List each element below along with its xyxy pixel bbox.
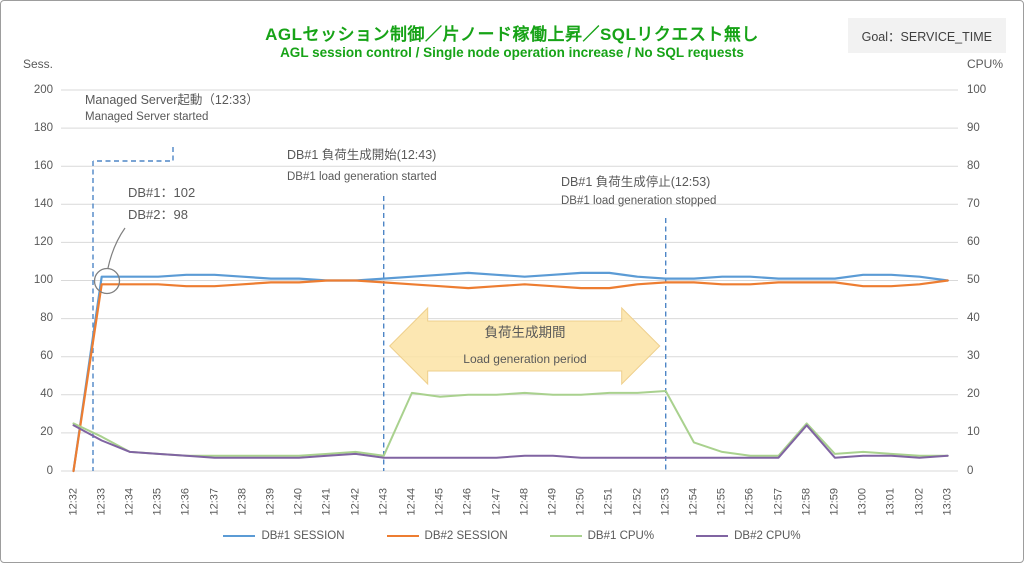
x-axis-tick: 12:52 (631, 487, 643, 516)
legend-swatch (549, 534, 582, 538)
legend-swatch (696, 534, 729, 538)
x-axis-tick: 12:56 (743, 487, 756, 516)
annotation-load-stop: DB#1 負荷生成停止(12:53) DB#1 load generation … (561, 174, 716, 209)
x-axis-tick: 12:59 (828, 487, 841, 516)
legend-item: DB#1 SESSION (223, 530, 345, 542)
annotation-managed-server: Managed Server起動（12:33） Managed Server s… (85, 92, 259, 125)
x-axis-tick: 12:44 (405, 487, 418, 516)
goal-badge: Goal：SERVICE_TIME (847, 18, 1006, 53)
x-axis-tick: 12:54 (687, 487, 700, 516)
x-axis-tick: 12:37 (208, 487, 220, 516)
legend-item: DB#1 CPU% (549, 530, 655, 542)
x-axis-tick: 13:00 (856, 487, 869, 516)
x-axis-tick: 12:53 (659, 487, 672, 516)
x-axis-tick: 12:46 (461, 487, 474, 516)
series-db-2-cpu- (72, 424, 949, 459)
legend-item: DB#2 CPU% (696, 530, 801, 542)
right-axis-tick: 70 (967, 197, 980, 210)
right-axis-tick: 40 (967, 312, 980, 325)
right-axis-unit: CPU% (966, 57, 1003, 71)
right-axis-tick: 10 (967, 426, 980, 439)
legend-label: DB#2 CPU% (734, 530, 801, 542)
series-db-1-session (72, 271, 949, 473)
left-axis-tick: 0 (46, 464, 53, 477)
annotation-load-period-jp: 負荷生成期間 (484, 325, 566, 340)
series-db-2-session (72, 279, 949, 473)
annotation-load-stop-en: DB#1 load generation stopped (561, 195, 717, 207)
x-axis-tick: 12:36 (179, 487, 192, 516)
left-axis-tick: 80 (40, 312, 53, 325)
left-axis-tick: 180 (33, 121, 53, 134)
annotation-managed-server-en: Managed Server started (85, 111, 209, 123)
x-axis-tick: 12:35 (151, 487, 164, 516)
left-axis-tick: 20 (40, 426, 53, 439)
x-axis-tick: 13:02 (913, 487, 925, 516)
x-axis-tick: 13:01 (884, 487, 897, 516)
annotation-load-stop-jp: DB#1 負荷生成停止(12:53) (561, 175, 711, 189)
legend: DB#1 SESSION DB#2 SESSION DB#1 CPU% DB#2 CP… (1, 530, 1023, 542)
x-axis-tick: 12:51 (602, 487, 615, 516)
x-axis-tick: 12:47 (490, 487, 502, 516)
highlight-circle (93, 267, 121, 295)
annotation-load-start: DB#1 負荷生成開始(12:43) DB#1 load generation … (287, 147, 437, 185)
annotation-load-start-jp: DB#1 負荷生成開始(12:43) (287, 148, 437, 162)
right-axis-tick: 20 (967, 388, 980, 401)
right-axis-tick: 0 (967, 464, 974, 477)
annotation-load-period: 負荷生成期間 Load generation period (390, 324, 660, 367)
annotation-load-start-en: DB#1 load generation started (287, 171, 437, 183)
left-axis-tick: 200 (33, 83, 53, 96)
annotation-leader-line (107, 227, 126, 269)
x-axis-tick: 12:41 (320, 487, 333, 516)
x-axis-tick: 12:33 (95, 487, 108, 516)
left-axis-tick: 160 (33, 159, 53, 172)
right-axis-tick: 60 (967, 235, 980, 248)
left-axis-tick: 120 (33, 235, 53, 248)
right-axis-tick: 50 (967, 274, 980, 286)
x-axis-tick: 12:45 (433, 487, 446, 516)
annotation-db-values: DB#1：102 DB#2：98 (128, 182, 195, 226)
left-axis-tick: 140 (33, 197, 53, 210)
x-axis-tick: 12:43 (377, 487, 390, 516)
x-axis-tick: 12:40 (292, 487, 305, 516)
x-axis-tick: 12:55 (715, 487, 728, 516)
x-axis-tick: 12:32 (67, 487, 79, 516)
legend-label: DB#2 SESSION (424, 530, 508, 542)
x-axis-tick: 13:03 (941, 487, 954, 516)
x-axis-tick: 12:57 (772, 487, 784, 516)
right-axis-tick: 90 (967, 121, 980, 134)
right-axis-tick: 80 (967, 159, 980, 172)
x-axis-tick: 12:39 (264, 487, 277, 516)
left-axis-tick: 40 (40, 388, 53, 401)
right-axis-tick: 100 (967, 83, 987, 96)
legend-label: DB#1 SESSION (261, 530, 345, 542)
legend-swatch (386, 534, 419, 538)
x-axis-tick: 12:34 (123, 487, 136, 516)
series-db-1-cpu- (72, 390, 949, 457)
legend-label: DB#1 CPU% (587, 530, 655, 542)
annotation-managed-server-jp: Managed Server起動（12:33） (85, 93, 259, 107)
x-axis-tick: 12:50 (574, 487, 587, 516)
left-axis-tick: 60 (40, 350, 53, 363)
x-axis-tick: 12:38 (236, 487, 249, 516)
page-title: AGLセッション制御／片ノード稼働上昇／SQLリクエスト無し (265, 25, 759, 44)
annotation-db2-value: DB#2：98 (128, 207, 188, 222)
annotation-db1-value: DB#1：102 (128, 185, 196, 200)
managed-server-dash-elbow (93, 147, 174, 162)
annotation-load-period-en: Load generation period (463, 352, 587, 366)
x-axis-tick: 12:49 (546, 487, 559, 516)
left-axis-tick: 100 (33, 274, 53, 286)
legend-item: DB#2 SESSION (386, 530, 508, 542)
page-subtitle: AGL session control / Single node operat… (280, 45, 744, 60)
legend-swatch (223, 534, 256, 538)
right-axis-tick: 30 (967, 350, 980, 363)
left-axis-unit: Sess. (23, 57, 54, 71)
x-axis-tick: 12:42 (349, 487, 361, 516)
x-axis-tick: 12:58 (800, 487, 813, 516)
x-axis-tick: 12:48 (518, 487, 531, 516)
